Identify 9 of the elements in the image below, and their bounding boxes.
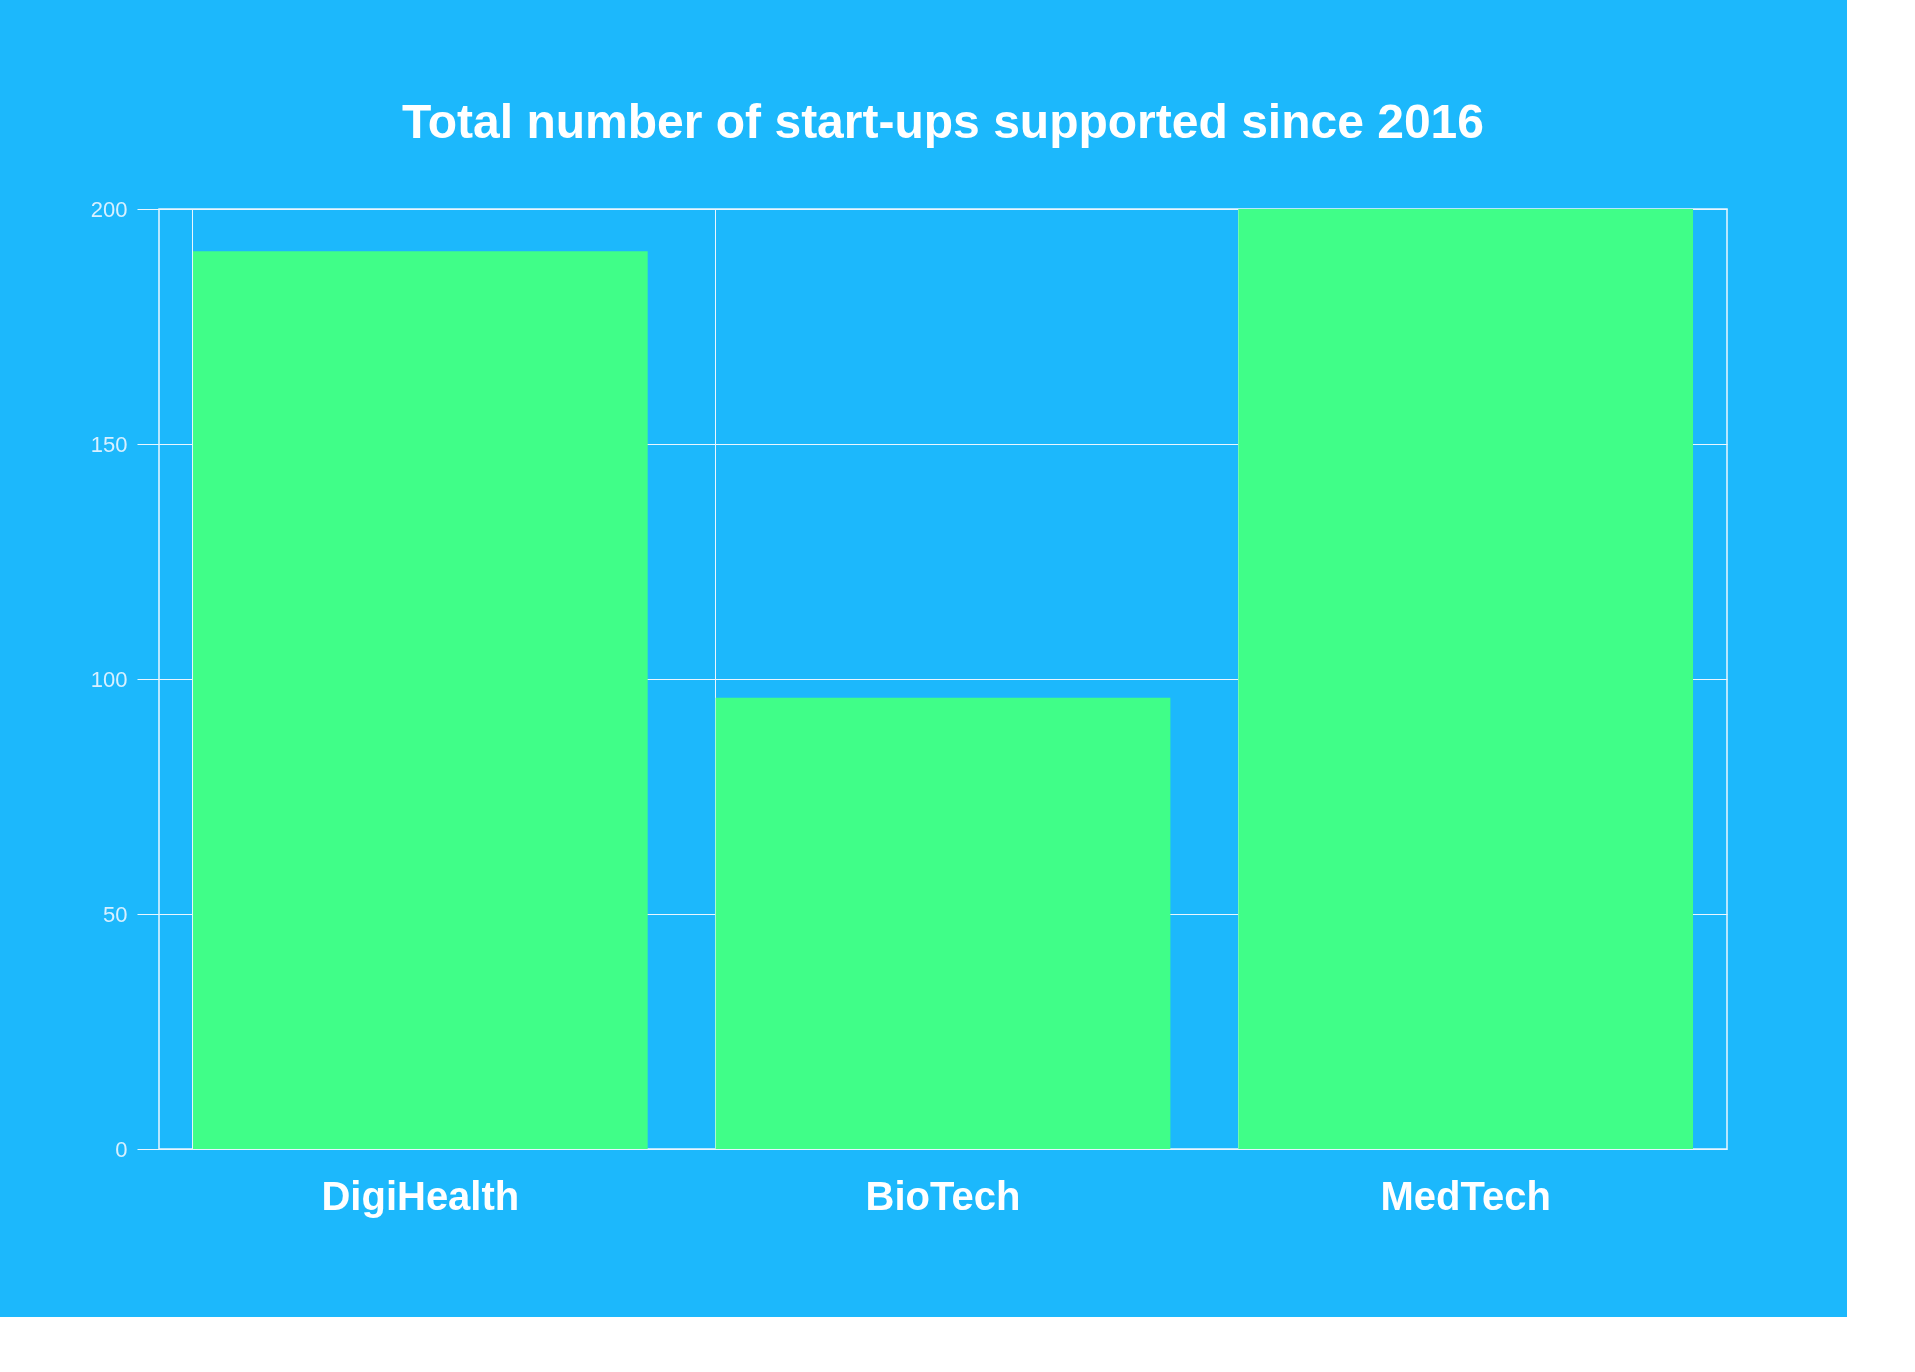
- y-tick-label: 200: [90, 196, 128, 222]
- y-tick-label: 100: [90, 666, 128, 692]
- y-tick-label: 50: [103, 901, 128, 927]
- y-tick-label: 0: [115, 1136, 128, 1162]
- x-tick-label: DigiHealth: [321, 1173, 520, 1218]
- x-tick-label: BioTech: [865, 1173, 1021, 1218]
- x-tick-label: MedTech: [1380, 1173, 1551, 1218]
- chart-title: Total number of start-ups supported since 2016: [402, 95, 1484, 148]
- y-tick-label: 150: [90, 431, 128, 457]
